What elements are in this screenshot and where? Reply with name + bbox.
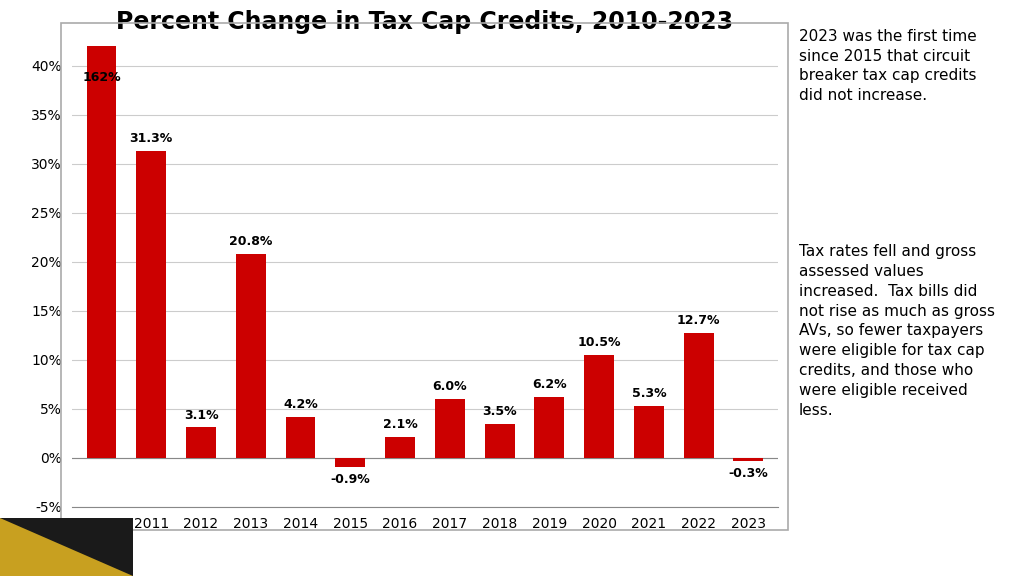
Text: 2.1%: 2.1% [383, 418, 418, 431]
Text: 5.3%: 5.3% [632, 387, 667, 400]
Text: Tax rates fell and gross
assessed values
increased.  Tax bills did
not rise as m: Tax rates fell and gross assessed values… [799, 244, 994, 418]
Text: -0.9%: -0.9% [331, 472, 371, 486]
Text: 31.3%: 31.3% [130, 132, 173, 145]
Bar [136, 151, 166, 458]
Bar [385, 437, 415, 458]
Bar [733, 458, 763, 461]
Bar [484, 423, 514, 458]
Text: 2023 was the first time
since 2015 that circuit
breaker tax cap credits
did not : 2023 was the first time since 2015 that … [799, 29, 977, 103]
Bar [186, 427, 216, 458]
Bar [684, 334, 714, 458]
Bar [584, 355, 614, 458]
Title: Percent Change in Tax Cap Credits, 2010-2023: Percent Change in Tax Cap Credits, 2010-… [117, 10, 733, 35]
Text: 3.1%: 3.1% [183, 408, 218, 422]
Text: 20.8%: 20.8% [229, 235, 272, 248]
Bar [236, 254, 266, 458]
Bar [435, 399, 465, 458]
Bar [336, 458, 366, 467]
Bar [87, 0, 117, 458]
Text: 10.5%: 10.5% [578, 336, 621, 349]
Text: 3.5%: 3.5% [482, 405, 517, 418]
Bar [535, 397, 564, 458]
Bar [286, 416, 315, 458]
Text: 12.7%: 12.7% [677, 314, 720, 328]
Bar [634, 406, 664, 458]
Text: 6.0%: 6.0% [432, 380, 467, 393]
Text: 6.2%: 6.2% [532, 378, 566, 391]
Text: 162%: 162% [82, 71, 121, 84]
Text: -0.3%: -0.3% [728, 467, 768, 480]
Text: 4.2%: 4.2% [284, 398, 317, 411]
